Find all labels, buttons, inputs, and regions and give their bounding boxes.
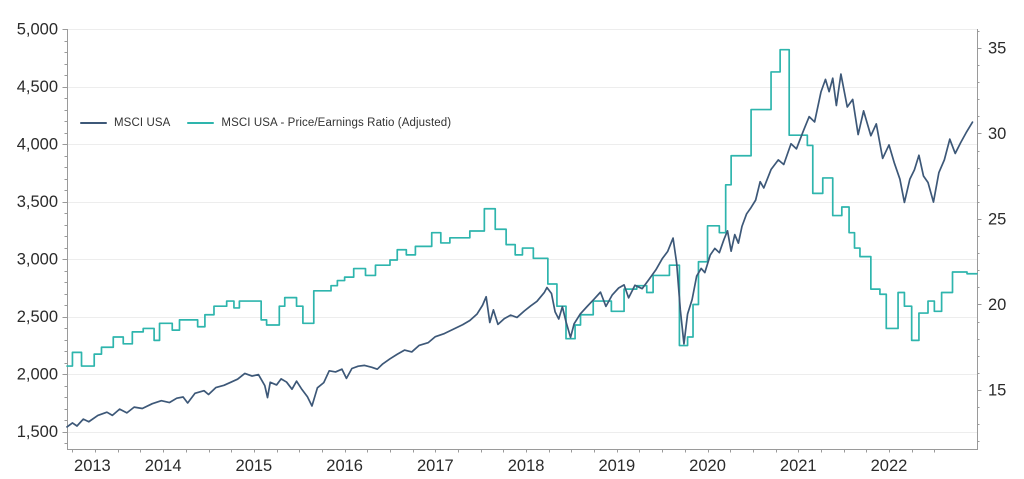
chart-legend: MSCI USA MSCI USA - Price/Earnings Ratio… bbox=[80, 117, 451, 129]
y-right-tick-label: 20 bbox=[988, 296, 1006, 314]
y-right-tick-label: 15 bbox=[988, 382, 1006, 400]
y-left-tick-label: 2,500 bbox=[17, 308, 58, 326]
x-tick-label: 2022 bbox=[871, 457, 908, 475]
x-axis: 2013 2014 2015 2016 2017 2018 2019 2020 2021 2022 bbox=[72, 449, 935, 475]
gridlines bbox=[67, 29, 977, 433]
legend-label-msci-usa: MSCI USA bbox=[114, 117, 171, 129]
legend-swatch-msci-usa bbox=[80, 122, 107, 124]
series-line-pe-ratio[interactable] bbox=[66, 48, 978, 367]
y-left-tick-label: 3,500 bbox=[17, 193, 58, 211]
y-axis-left: 1,500 2,000 2,500 3,000 3,500 4,000 4,500 5,000 bbox=[17, 21, 67, 444]
series-line-msci-usa[interactable] bbox=[66, 73, 974, 428]
x-tick-label: 2019 bbox=[598, 457, 635, 475]
x-tick-label: 2020 bbox=[689, 457, 726, 475]
legend-item-pe-ratio[interactable]: MSCI USA - Price/Earnings Ratio (Adjuste… bbox=[187, 117, 451, 129]
y-left-tick-label: 1,500 bbox=[17, 423, 58, 441]
x-tick-label: 2017 bbox=[417, 457, 454, 475]
y-left-tick-label: 3,000 bbox=[17, 251, 58, 269]
y-left-tick-label: 2,000 bbox=[17, 366, 58, 384]
y-left-tick-label: 5,000 bbox=[17, 21, 58, 39]
y-axis-right: 15 20 25 30 35 bbox=[977, 31, 1006, 442]
legend-item-msci-usa[interactable]: MSCI USA bbox=[80, 117, 170, 129]
x-tick-label: 2014 bbox=[145, 457, 182, 475]
x-tick-label: 2021 bbox=[780, 457, 817, 475]
y-right-tick-label: 30 bbox=[988, 125, 1006, 143]
x-tick-label: 2013 bbox=[74, 457, 111, 475]
x-tick-label: 2015 bbox=[236, 457, 273, 475]
legend-label-pe-ratio: MSCI USA - Price/Earnings Ratio (Adjuste… bbox=[221, 117, 452, 129]
y-right-tick-label: 25 bbox=[988, 210, 1006, 228]
x-tick-label: 2016 bbox=[326, 457, 363, 475]
y-left-tick-label: 4,500 bbox=[17, 78, 58, 96]
legend-swatch-pe-ratio bbox=[187, 122, 215, 124]
y-left-tick-label: 4,000 bbox=[17, 136, 58, 154]
x-tick-label: 2018 bbox=[508, 457, 545, 475]
axes bbox=[67, 29, 978, 450]
y-right-tick-label: 35 bbox=[988, 39, 1006, 57]
